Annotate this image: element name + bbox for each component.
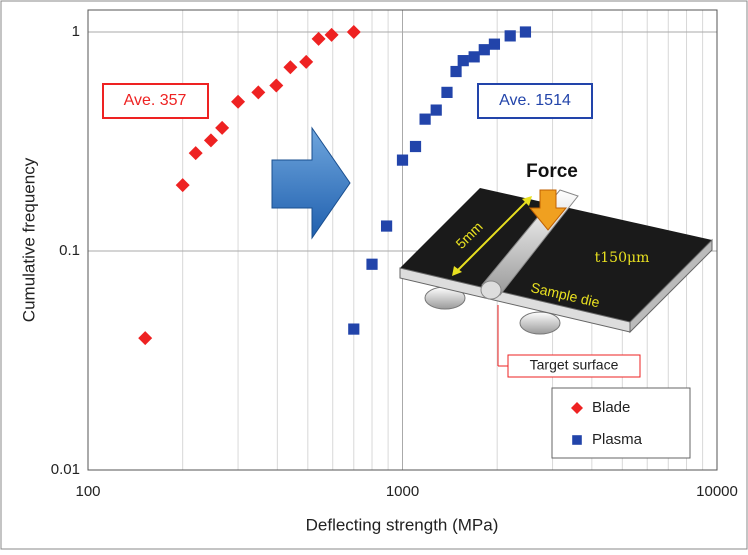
point	[366, 259, 377, 270]
point	[420, 114, 431, 125]
x-tick-label: 10000	[696, 483, 738, 500]
x-tick-label: 1000	[386, 483, 419, 500]
y-tick-label: 0.1	[59, 242, 80, 259]
y-axis-label: Cumulative frequency	[19, 157, 38, 322]
annotation: Target surface	[530, 357, 619, 373]
legend-label: Blade	[592, 399, 630, 416]
annotation: Ave. 1514	[499, 92, 571, 109]
roller	[520, 312, 560, 334]
point	[397, 155, 408, 166]
legend-label: Plasma	[592, 431, 643, 448]
point	[381, 220, 392, 231]
point	[450, 66, 461, 77]
point	[431, 104, 442, 115]
y-tick-label: 1	[72, 23, 80, 40]
chart: Cumulative frequency Deflecting strength…	[0, 0, 748, 550]
point	[489, 39, 500, 50]
annotation: Force	[526, 161, 578, 182]
x-axis-label: Deflecting strength (MPa)	[306, 515, 499, 534]
point	[441, 87, 452, 98]
y-tick-label: 0.01	[51, 461, 80, 478]
x-tick-label: 100	[75, 483, 100, 500]
point	[479, 44, 490, 55]
annotation: Ave. 357	[124, 92, 187, 109]
point	[348, 323, 359, 334]
point	[469, 51, 480, 62]
point	[520, 26, 531, 37]
annotation: t150μm	[595, 250, 650, 266]
point	[505, 30, 516, 41]
point	[410, 141, 421, 152]
legend-marker	[572, 435, 582, 445]
point	[458, 55, 469, 66]
roller-end	[481, 281, 501, 299]
